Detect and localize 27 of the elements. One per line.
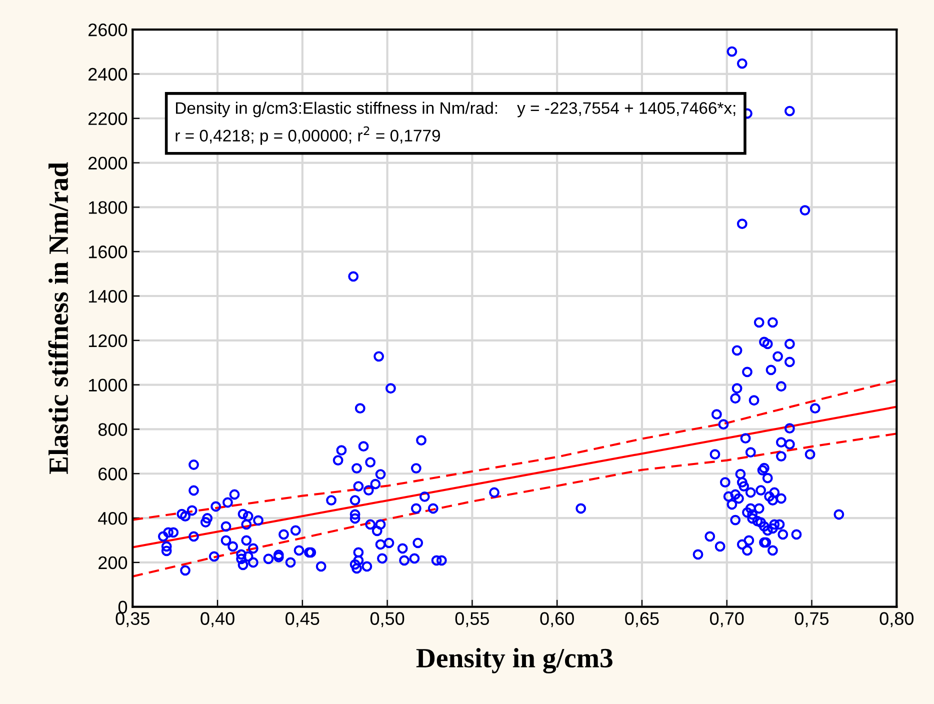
y-tick-label: 1600 <box>88 246 128 258</box>
x-tick-label: 0,45 <box>286 612 320 628</box>
x-tick-label: 0,80 <box>880 612 914 628</box>
y-tick-label: 400 <box>98 512 128 525</box>
x-tick-label: 0,35 <box>116 612 150 628</box>
x-tick-label: 0,75 <box>794 612 829 628</box>
y-tick-label: 200 <box>98 556 128 570</box>
y-tick-label: 1000 <box>88 378 128 392</box>
x-tick-label: 0,65 <box>625 612 659 628</box>
y-tick-label: 800 <box>98 423 128 436</box>
y-axis-title: Elastic stiffness in Nm/rad <box>48 162 68 474</box>
x-tick-label: 0,60 <box>540 612 574 628</box>
y-tick-label: 1200 <box>88 334 128 348</box>
y-tick-label: 1400 <box>88 290 128 303</box>
x-tick-label: 0,70 <box>710 612 744 628</box>
x-tick-label: 0,50 <box>370 612 404 628</box>
y-tick-label: 0 <box>118 600 128 614</box>
y-tick-label: 2600 <box>88 24 128 36</box>
x-tick-label: 0,40 <box>200 612 234 628</box>
y-tick-label: 2400 <box>88 68 128 81</box>
y-tick-label: 2000 <box>88 156 128 170</box>
y-tick-label: 2200 <box>88 112 128 126</box>
y-tick-label: 1800 <box>88 201 128 214</box>
x-axis-title: Density in g/cm3 <box>416 648 612 674</box>
y-tick-label: 600 <box>98 468 128 480</box>
x-tick-label: 0,55 <box>455 612 490 628</box>
annotation: Density in g/cm3:Elastic stiffness in Nm/rad: y = -223,7554 + 1405,7466*x; r = 0,4218; p = 0,00000; r$^{2}$ = 0,1779 <box>176 102 736 145</box>
